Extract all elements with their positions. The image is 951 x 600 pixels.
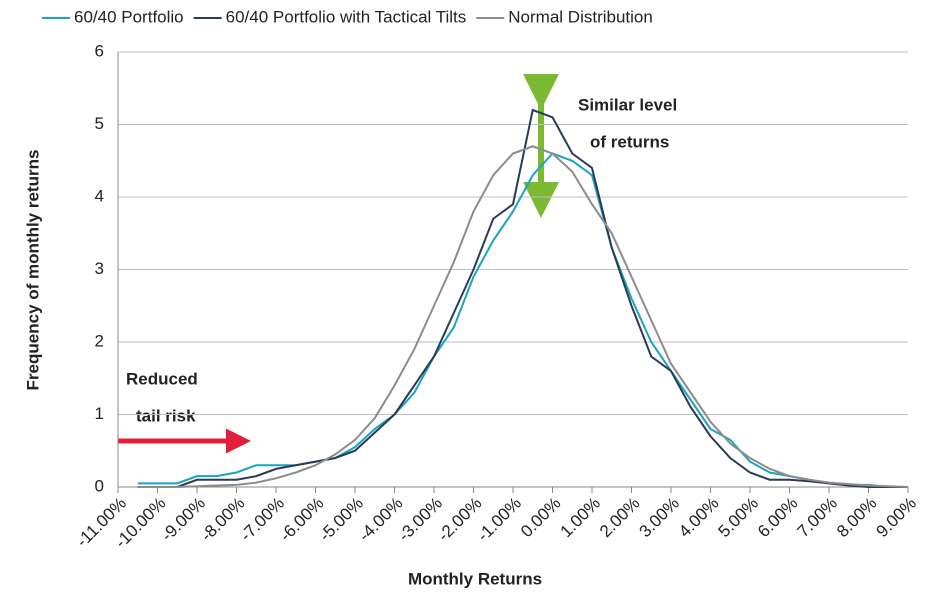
y-tick-label: 4: [95, 186, 104, 205]
annotation: Reduced: [126, 369, 198, 388]
x-tick-label: 7.00%: [793, 494, 841, 542]
x-tick-label: 0.00%: [517, 494, 565, 542]
series-line: [137, 108, 908, 488]
x-tick-label: -5.00%: [315, 494, 367, 546]
x-tick-label: 4.00%: [675, 494, 723, 542]
x-tick-label: -8.00%: [197, 494, 249, 546]
x-tick-label: -9.00%: [157, 494, 209, 546]
x-tick-label: 8.00%: [833, 494, 881, 542]
x-tick-label: -2.00%: [434, 494, 486, 546]
y-tick-label: 3: [95, 259, 104, 278]
y-tick-label: 2: [95, 331, 104, 350]
x-tick-label: -3.00%: [394, 494, 446, 546]
x-tick-label: -7.00%: [236, 494, 288, 546]
annotation: of returns: [590, 132, 669, 151]
series-line: [137, 152, 908, 488]
x-tick-label: -4.00%: [355, 494, 407, 546]
x-tick-label: 9.00%: [872, 494, 920, 542]
legend-label: Normal Distribution: [508, 7, 653, 26]
annotation: tail risk: [136, 406, 196, 425]
x-tick-label: -6.00%: [276, 494, 328, 546]
x-tick-label: 5.00%: [714, 494, 762, 542]
x-tick-label: 6.00%: [754, 494, 802, 542]
x-tick-label: 3.00%: [635, 494, 683, 542]
y-tick-label: 6: [95, 41, 104, 60]
y-tick-label: 1: [95, 404, 104, 423]
legend-label: 60/40 Portfolio: [74, 7, 184, 26]
x-axis-label: Monthly Returns: [408, 569, 542, 588]
x-tick-label: -1.00%: [473, 494, 525, 546]
annotation: Similar level: [578, 95, 677, 114]
legend-label: 60/40 Portfolio with Tactical Tilts: [226, 7, 467, 26]
x-tick-label: 1.00%: [556, 494, 604, 542]
x-tick-label: 2.00%: [596, 494, 644, 542]
series-line: [137, 145, 909, 488]
y-tick-label: 0: [95, 476, 104, 495]
y-axis-label: Frequency of monthly returns: [23, 150, 42, 391]
y-tick-label: 5: [95, 114, 104, 133]
